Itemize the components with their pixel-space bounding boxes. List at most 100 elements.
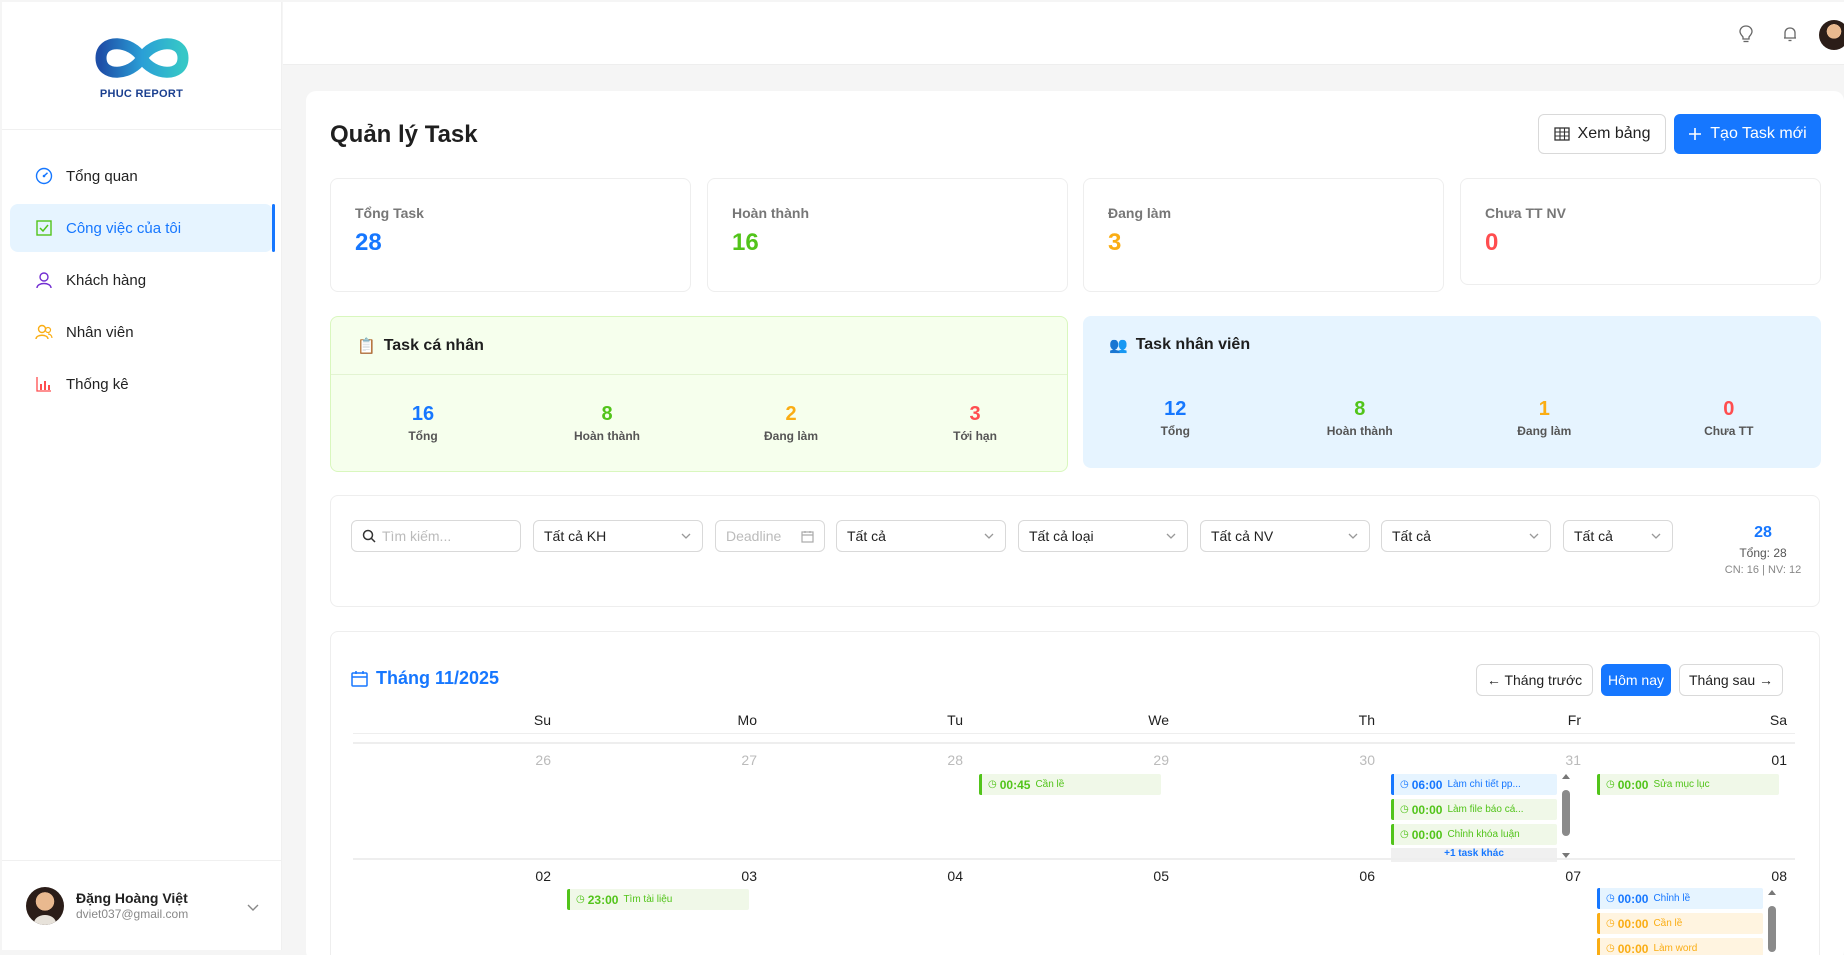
weekday-label: Sa	[1589, 712, 1795, 734]
sidebar-item-label: Nhân viên	[66, 323, 134, 341]
calendar-event[interactable]: ◷ 00:00 Sửa mục lục	[1597, 774, 1779, 795]
clock-icon: ◷	[1606, 779, 1615, 790]
view-table-button[interactable]: Xem bảng	[1538, 114, 1666, 154]
calendar-event[interactable]: ◷ 00:45 Cần lề	[979, 774, 1161, 795]
calendar-day[interactable]: 28	[765, 742, 971, 858]
scope-select[interactable]: Tất cả	[1563, 520, 1673, 552]
calendar-icon	[351, 671, 368, 687]
calendar-day[interactable]: 03 ◷ 23:00 Tìm tài liệu	[559, 858, 765, 955]
stat-value: 28	[355, 229, 382, 256]
type-select[interactable]: Tất cả loại	[1018, 520, 1188, 552]
sidebar-item-my-tasks[interactable]: Công việc của tôi	[10, 204, 275, 252]
gstat-value: 2	[785, 403, 797, 425]
day-number: 26	[535, 752, 551, 768]
brand-logo[interactable]: PHUC REPORT	[2, 2, 281, 130]
calendar-event[interactable]: ◷ 00:00 Cần lề	[1597, 913, 1763, 934]
staff-select[interactable]: Tất cả NV	[1200, 520, 1370, 552]
calendar-day[interactable]: 08 ◷ 00:00 Chỉnh lề ◷ 00:00 Cần lề ◷ 00:00 Làm…	[1589, 858, 1795, 955]
sidebar-item-customers[interactable]: Khách hàng	[10, 256, 273, 304]
brand-name: PHUC REPORT	[99, 87, 184, 100]
status-select[interactable]: Tất cả	[836, 520, 1006, 552]
sidebar-item-overview[interactable]: Tổng quan	[10, 152, 273, 200]
customer-select[interactable]: Tất cả KH	[533, 520, 703, 552]
day-number: 07	[1565, 868, 1581, 884]
prev-month-button[interactable]: ← Tháng trước	[1476, 664, 1593, 696]
calendar-day[interactable]: 06	[1177, 858, 1383, 955]
event-time: 00:45	[999, 777, 1031, 792]
scrollbar[interactable]	[1561, 772, 1571, 860]
event-time: 00:00	[1411, 802, 1443, 817]
clock-icon: ◷	[1606, 918, 1615, 929]
sidebar-item-staff[interactable]: Nhân viên	[10, 308, 273, 356]
event-title: Làm word	[1653, 943, 1698, 954]
calendar-day[interactable]: 01 ◷ 00:00 Sửa mục lục	[1589, 742, 1795, 858]
clock-icon: ◷	[1606, 893, 1615, 904]
sidebar-item-label: Khách hàng	[66, 271, 147, 289]
weekday-label: Su	[353, 712, 559, 734]
summary-count: 28	[1754, 524, 1772, 541]
summary-total: Tổng: 28	[1739, 546, 1787, 560]
gstat-value: 1	[1538, 398, 1550, 420]
search-field[interactable]	[351, 520, 521, 552]
event-time: 00:00	[1617, 916, 1649, 931]
team-icon: 👥	[1109, 337, 1128, 354]
event-time: 00:00	[1411, 827, 1443, 842]
summary-split: CN: 16 | NV: 12	[1724, 564, 1802, 576]
stat-label: Hoàn thành	[732, 205, 809, 221]
calendar-day[interactable]: 29 ◷ 00:45 Cần lề	[971, 742, 1177, 858]
calendar-day[interactable]: 05	[971, 858, 1177, 955]
next-month-button[interactable]: Tháng sau →	[1679, 664, 1783, 696]
staff-stat-total: 12 Tổng	[1083, 398, 1268, 438]
personal-stat-in-progress: 2 Đang làm	[699, 403, 883, 443]
select-value: Tất cả NV	[1211, 528, 1274, 544]
user-profile[interactable]: Đặng Hoàng Việt dviet037@gmail.com	[2, 860, 281, 950]
day-number: 29	[1153, 752, 1169, 768]
chevron-down-icon	[1529, 533, 1539, 539]
calendar-day[interactable]: 04	[765, 858, 971, 955]
calendar-day[interactable]: 07	[1383, 858, 1589, 955]
calendar-event[interactable]: ◷ 23:00 Tìm tài liệu	[567, 889, 749, 910]
clipboard-icon: 📋	[357, 337, 376, 355]
gstat-value: 8	[1354, 398, 1366, 420]
sidebar-item-statistics[interactable]: Thống kê	[10, 360, 273, 408]
day-number: 27	[741, 752, 757, 768]
scrollbar[interactable]	[1767, 888, 1777, 955]
calendar-event[interactable]: ◷ 06:00 Làm chi tiết pp...	[1391, 774, 1557, 795]
search-icon	[362, 529, 376, 543]
calendar-day[interactable]: 26	[353, 742, 559, 858]
stat-label: Tổng Task	[355, 205, 424, 221]
calendar-day[interactable]: 31 ◷ 06:00 Làm chi tiết pp... ◷ 00:00 Làm fi…	[1383, 742, 1589, 862]
weekday-label: We	[971, 712, 1177, 734]
chevron-down-icon[interactable]	[247, 899, 259, 917]
user-email: dviet037@gmail.com	[76, 907, 189, 921]
table-icon	[1553, 127, 1570, 141]
calendar-day[interactable]: 30	[1177, 742, 1383, 858]
deadline-picker[interactable]: Deadline	[715, 520, 825, 552]
clock-icon: ◷	[988, 779, 997, 790]
stat-value: 16	[732, 229, 759, 256]
calendar-event[interactable]: ◷ 00:00 Làm file báo cá...	[1391, 799, 1557, 820]
calendar-event[interactable]: ◷ 00:00 Chỉnh lề	[1597, 888, 1763, 909]
calendar-day[interactable]: 27	[559, 742, 765, 858]
bar-chart-icon	[34, 374, 54, 394]
day-number: 05	[1153, 868, 1169, 884]
bell-icon[interactable]	[1780, 24, 1800, 44]
priority-select[interactable]: Tất cả	[1381, 520, 1551, 552]
calendar-day[interactable]: 02	[353, 858, 559, 955]
chevron-down-icon	[984, 533, 994, 539]
weekday-header: Su Mo Tu We Th Fr Sa	[353, 712, 1799, 734]
stat-completed: Hoàn thành 16	[707, 178, 1068, 292]
calendar-event[interactable]: ◷ 00:00 Làm word	[1597, 938, 1763, 955]
chevron-down-icon	[1651, 533, 1661, 539]
sidebar-nav: Tổng quan Công việc của tôi Khách hàng N…	[2, 130, 281, 408]
bulb-icon[interactable]	[1736, 24, 1756, 44]
day-number: 08	[1771, 868, 1787, 884]
today-button[interactable]: Hôm nay	[1601, 664, 1671, 696]
event-title: Làm chi tiết pp...	[1447, 779, 1521, 790]
create-task-button[interactable]: Tạo Task mới	[1674, 114, 1821, 154]
header-avatar[interactable]	[1819, 20, 1844, 50]
search-input[interactable]	[382, 528, 502, 544]
calendar-event[interactable]: ◷ 00:00 Chỉnh khóa luận	[1391, 824, 1557, 845]
gstat-label: Chưa TT	[1704, 424, 1754, 438]
calendar-title: Tháng 11/2025	[351, 668, 499, 689]
